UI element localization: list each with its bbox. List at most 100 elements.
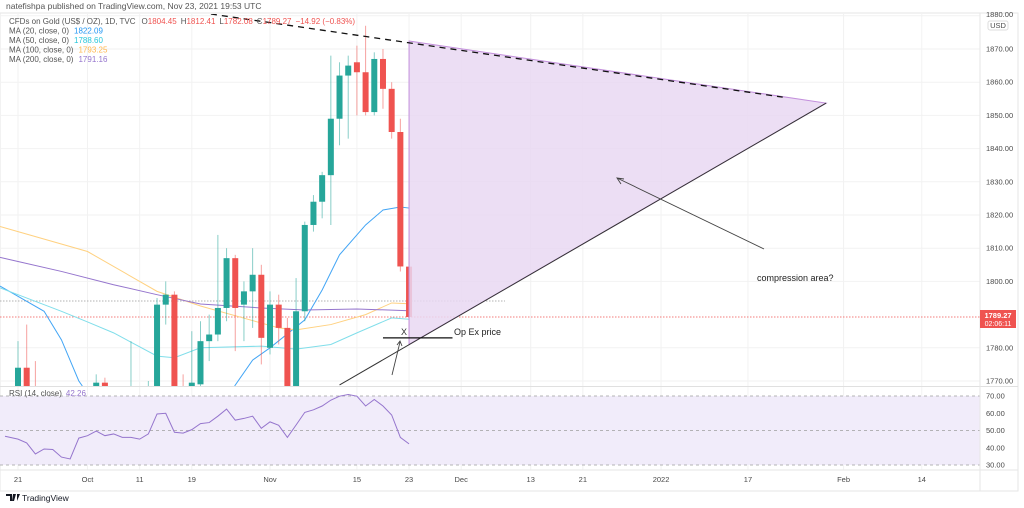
candle-body <box>23 367 30 386</box>
candle[interactable] <box>336 62 343 146</box>
rsi-band <box>0 396 980 465</box>
rsi-tick-label: 40.00 <box>986 443 1005 452</box>
moving-average-line <box>0 256 410 312</box>
tradingview-logo-icon <box>6 494 20 501</box>
candle-body <box>162 294 169 305</box>
candle-body <box>336 75 343 119</box>
candle-body <box>101 382 108 386</box>
candle[interactable] <box>171 291 178 386</box>
candle[interactable] <box>249 248 256 328</box>
time-tick-label: 17 <box>744 475 752 484</box>
candle-body <box>362 72 369 113</box>
candle[interactable] <box>223 248 230 322</box>
candle[interactable] <box>214 234 221 342</box>
opex-label: Op Ex price <box>454 327 501 337</box>
candle-body <box>327 118 334 176</box>
candle-body <box>258 274 265 338</box>
candle[interactable] <box>267 291 274 355</box>
candle[interactable] <box>284 317 291 386</box>
candle-body <box>154 304 161 386</box>
candle-body <box>223 258 230 308</box>
candle[interactable] <box>362 25 369 116</box>
candle-body <box>197 341 204 385</box>
candle-body <box>397 132 404 267</box>
arrow-icon <box>391 340 403 376</box>
time-tick-label: 11 <box>136 475 144 484</box>
candle[interactable] <box>162 281 169 325</box>
compression-label: compression area? <box>757 273 834 283</box>
candle[interactable] <box>327 55 334 225</box>
price-tick-label: 1870.00 <box>986 45 1013 54</box>
rsi-pane[interactable]: RSI (14, close) 42.26 <box>0 389 980 466</box>
currency-badge <box>987 20 1009 31</box>
candle-body <box>353 62 360 73</box>
candle[interactable] <box>240 281 247 342</box>
candle[interactable] <box>206 314 213 362</box>
candle-body <box>293 311 300 386</box>
drawings-layer[interactable]: X Op Ex price compression area? <box>210 14 834 386</box>
candle[interactable] <box>258 264 265 365</box>
symbol-name: CFDs on Gold (US$ / OZ), 1D, TVC <box>9 17 136 26</box>
candle[interactable] <box>353 45 360 116</box>
candle[interactable] <box>154 298 161 386</box>
rsi-tick-label: 70.00 <box>986 392 1005 401</box>
candle-body <box>310 201 317 225</box>
candle[interactable] <box>319 171 326 219</box>
candle[interactable] <box>388 82 395 139</box>
price-tick-label: 1860.00 <box>986 78 1013 87</box>
time-tick-label: 21 <box>14 475 22 484</box>
price-tick-label: 1850.00 <box>986 111 1013 120</box>
price-pane[interactable] <box>0 25 980 386</box>
time-tick-label: 21 <box>579 475 587 484</box>
candle[interactable] <box>188 331 195 386</box>
upper-trendline[interactable] <box>210 14 783 98</box>
svg-text:CFDs on Gold (US$ / OZ), 1D, T: CFDs on Gold (US$ / OZ), 1D, TVC O1804.45… <box>9 17 355 26</box>
close-value: 1789.27 <box>263 17 292 26</box>
ma100-legend: MA (100, close, 0) 1793.25 <box>9 46 108 55</box>
candle-body <box>232 258 239 308</box>
candle[interactable] <box>232 254 239 352</box>
candle-body <box>267 304 274 348</box>
price-axis[interactable]: 1880.00 1870.00 1860.00 1850.00 1840.00 1830.… <box>979 10 1013 491</box>
candle[interactable] <box>301 221 308 322</box>
candle[interactable] <box>293 278 300 386</box>
candle[interactable] <box>23 324 30 386</box>
change-value: −14.92 (−0.83%) <box>295 17 355 26</box>
candle-body <box>284 327 291 386</box>
candle[interactable] <box>371 52 378 116</box>
candle[interactable] <box>15 341 21 386</box>
candle[interactable] <box>275 294 282 345</box>
currency-label: USD <box>990 21 1006 30</box>
candle[interactable] <box>101 377 108 386</box>
rsi-value: 42.26 <box>66 389 87 398</box>
price-tick-label: 1780.00 <box>986 343 1013 352</box>
candle[interactable] <box>397 118 404 272</box>
candle[interactable] <box>345 55 352 139</box>
candle-body <box>249 274 256 292</box>
triangle-drawing[interactable] <box>408 40 828 346</box>
candle[interactable] <box>310 195 317 232</box>
bar-countdown: 02:06:11 <box>985 321 1012 328</box>
ma200-legend: MA (200, close, 0) 1791.16 <box>9 55 108 64</box>
time-axis[interactable]: 21 Oct 11 19 Nov 15 23 Dec 13 21 2022 17 Feb 14 <box>0 469 1018 484</box>
candle-body <box>388 88 395 132</box>
candle-body <box>206 334 213 342</box>
candle[interactable] <box>197 321 204 386</box>
moving-average-line <box>0 285 83 386</box>
candle-body <box>275 304 282 328</box>
last-price-label: 1789.27 02:06:11 <box>980 310 1016 328</box>
price-tick-label: 1880.00 <box>986 10 1013 19</box>
candle-body <box>345 65 352 76</box>
time-tick-label: 13 <box>527 475 535 484</box>
price-tick-label: 1840.00 <box>986 144 1013 153</box>
candle[interactable] <box>379 49 386 109</box>
candle[interactable] <box>93 374 100 386</box>
rsi-tick-label: 60.00 <box>986 409 1005 418</box>
time-tick-label: Oct <box>82 475 95 484</box>
candle-body <box>301 224 308 312</box>
time-tick-label: Dec <box>455 475 469 484</box>
tradingview-logo[interactable]: TradingView <box>6 493 70 503</box>
time-tick-label: 23 <box>405 475 413 484</box>
candle-body <box>171 294 178 386</box>
